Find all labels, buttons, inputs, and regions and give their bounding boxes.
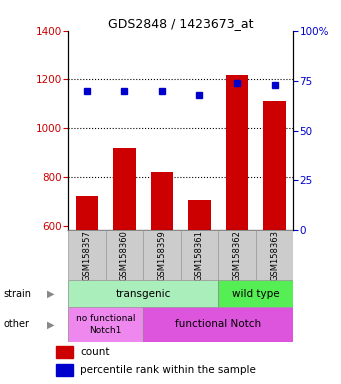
Text: transgenic: transgenic [116,289,171,299]
Text: GSM158362: GSM158362 [233,230,241,281]
Text: GSM158360: GSM158360 [120,230,129,281]
Bar [68,307,143,342]
Bar [113,147,136,230]
Bar [106,230,143,280]
Bar [143,230,181,280]
Text: GSM158359: GSM158359 [158,230,166,281]
Bar [226,74,248,230]
Bar [218,280,293,307]
Text: functional Notch: functional Notch [175,319,261,329]
Text: ▶: ▶ [47,289,55,299]
Bar [151,172,173,230]
Text: strain: strain [3,289,31,299]
Text: percentile rank within the sample: percentile rank within the sample [80,365,256,375]
Bar [68,280,218,307]
Bar [263,101,286,230]
Bar [76,196,98,230]
Text: GSM158363: GSM158363 [270,230,279,281]
Text: other: other [3,319,29,329]
Bar [256,230,293,280]
Text: no functional
Notch1: no functional Notch1 [76,314,135,334]
Text: GSM158357: GSM158357 [83,230,91,281]
Text: ▶: ▶ [47,319,55,329]
Bar [143,307,293,342]
Bar [181,230,218,280]
Bar [68,230,106,280]
Text: wild type: wild type [232,289,280,299]
Bar [188,200,211,230]
Text: GSM158361: GSM158361 [195,230,204,281]
Bar [56,346,73,358]
Text: count: count [80,347,110,357]
Bar [218,230,256,280]
Bar [56,364,73,376]
Title: GDS2848 / 1423673_at: GDS2848 / 1423673_at [108,17,253,30]
